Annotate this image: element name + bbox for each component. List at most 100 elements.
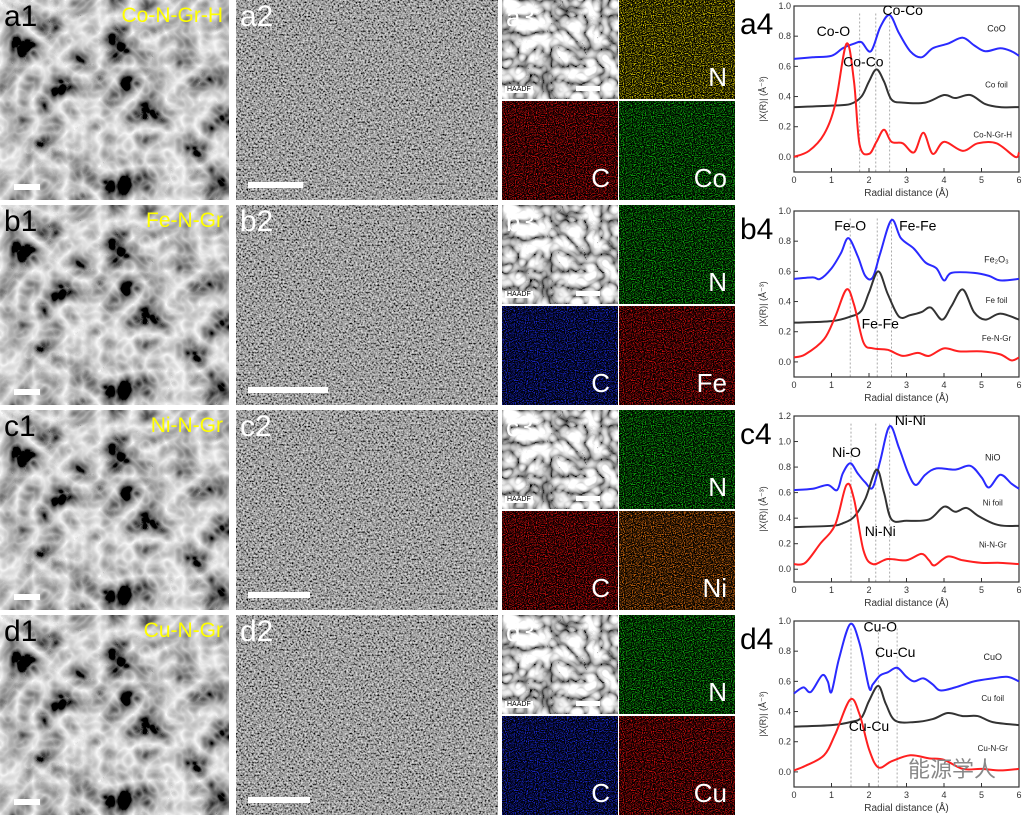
x-tick-label: 4 xyxy=(941,585,946,595)
stem-micrograph xyxy=(236,410,498,610)
series-line-1 xyxy=(793,684,1020,728)
tem-image: a1 Co-N-Gr-H xyxy=(0,0,229,200)
haadf-label: HAADF xyxy=(505,291,533,298)
exafs-plot: d4 0 1 2 3 4 5 6 0.0 0.2 0.4 0.6 0.8 1.0 Radial distan… xyxy=(736,615,1026,818)
x-tick-label: 6 xyxy=(1016,175,1021,185)
x-tick-label: 0 xyxy=(791,380,796,390)
y-tick-label: 0.6 xyxy=(778,266,791,276)
haadf-micrograph xyxy=(502,410,618,509)
element-map xyxy=(619,205,735,304)
y-tick-label: 0.6 xyxy=(778,61,791,71)
y-axis-title: |X(R)| (Å⁻³) xyxy=(758,76,768,121)
element-label: Ni xyxy=(702,573,727,603)
element-map xyxy=(502,101,618,200)
x-tick-label: 2 xyxy=(866,380,871,390)
y-tick-label: 0.2 xyxy=(778,737,791,747)
scale-bar xyxy=(576,701,600,706)
eds-map-c: C xyxy=(502,716,618,815)
y-tick-label: 0.8 xyxy=(778,462,791,472)
peak-annotation: Ni-Ni xyxy=(895,412,926,428)
element-label: N xyxy=(708,677,727,707)
tem-micrograph xyxy=(0,410,229,610)
element-map xyxy=(502,511,618,610)
chart-svg: a4 0 1 2 3 4 5 6 0.0 0.2 0.4 0.6 0.8 1.0 Radial distan… xyxy=(740,1,1022,199)
sample-label: Fe-N-Gr xyxy=(146,209,223,232)
x-tick-label: 1 xyxy=(829,175,834,185)
y-axis-title: |X(R)| (Å⁻³) xyxy=(758,486,768,531)
x-tick-label: 0 xyxy=(791,790,796,800)
panel-label: d2 xyxy=(240,615,274,648)
x-tick-label: 6 xyxy=(1016,790,1021,800)
panel-label: b4 xyxy=(740,213,773,246)
x-tick-label: 5 xyxy=(979,175,984,185)
y-tick-label: 0.0 xyxy=(778,357,791,367)
tem-image: d1 Cu-N-Gr xyxy=(0,615,229,815)
watermark: 能源学人 xyxy=(907,757,996,782)
x-tick-label: 4 xyxy=(941,380,946,390)
chart-svg: d4 0 1 2 3 4 5 6 0.0 0.2 0.4 0.6 0.8 1.0 Radial distan… xyxy=(740,616,1022,814)
haadf-image: b3 HAADF xyxy=(502,205,618,304)
element-label: C xyxy=(591,368,610,398)
y-tick-label: 0.2 xyxy=(778,327,791,337)
panel-label: d1 xyxy=(4,615,38,648)
panel-label: d4 xyxy=(740,623,773,656)
scale-bar xyxy=(576,496,600,501)
panel-label: c1 xyxy=(4,410,36,443)
eds-map-c: C xyxy=(502,101,618,200)
element-label: C xyxy=(591,778,610,808)
x-tick-label: 1 xyxy=(829,380,834,390)
y-tick-label: 1.2 xyxy=(778,411,791,421)
haadf-label: HAADF xyxy=(505,86,533,93)
series-label: CuO xyxy=(983,652,1002,662)
y-tick-label: 0.4 xyxy=(778,707,791,717)
peak-annotation: Ni-O xyxy=(832,444,861,460)
x-tick-label: 0 xyxy=(791,585,796,595)
x-tick-label: 3 xyxy=(904,175,909,185)
eds-map-n: N xyxy=(619,410,735,509)
series-line-0 xyxy=(793,622,1020,695)
y-tick-label: 0.4 xyxy=(778,297,791,307)
peak-annotation: Fe-Fe xyxy=(862,316,900,332)
series-label: Co foil xyxy=(985,80,1008,89)
peak-annotation: Co-Co xyxy=(883,2,924,18)
series-line-1 xyxy=(793,270,1020,324)
x-tick-label: 4 xyxy=(941,175,946,185)
eds-map-n: N xyxy=(619,205,735,304)
y-tick-label: 0.0 xyxy=(778,767,791,777)
series-label: Cu-N-Gr xyxy=(978,744,1009,753)
series-line-0 xyxy=(793,218,1020,282)
eds-map-n: N xyxy=(619,0,735,99)
x-tick-label: 3 xyxy=(904,380,909,390)
peak-annotation: Co-O xyxy=(817,23,851,39)
y-tick-label: 1.0 xyxy=(778,206,791,216)
series-line-2 xyxy=(793,697,1020,772)
scale-bar xyxy=(14,389,40,395)
stem-micrograph xyxy=(236,615,498,815)
y-tick-label: 0.2 xyxy=(778,122,791,132)
x-tick-label: 6 xyxy=(1016,585,1021,595)
x-tick-label: 5 xyxy=(979,585,984,595)
y-tick-label: 0.0 xyxy=(778,564,791,574)
series-line-2 xyxy=(793,482,1020,567)
tem-image: c1 Ni-N-Gr xyxy=(0,410,229,610)
peak-annotation: Cu-Cu xyxy=(875,644,915,660)
element-map xyxy=(502,716,618,815)
y-tick-label: 0.4 xyxy=(778,513,791,523)
element-map xyxy=(619,306,735,405)
panel-label: d3 xyxy=(506,617,535,647)
y-tick-label: 1.0 xyxy=(778,437,791,447)
sample-label: Cu-N-Gr xyxy=(143,619,223,642)
scale-bar xyxy=(14,799,40,805)
series-label: Fe-N-Gr xyxy=(982,334,1012,343)
chart-svg: c4 0 1 2 3 4 5 6 0.0 0.2 0.4 0.6 0.8 1.0 1.2 Radial dis… xyxy=(740,411,1022,609)
eds-map-c: C xyxy=(502,306,618,405)
y-tick-label: 0.6 xyxy=(778,676,791,686)
series-label: Ni foil xyxy=(983,498,1003,507)
haadf-image: a3 HAADF xyxy=(502,0,618,99)
sample-label: Ni-N-Gr xyxy=(150,414,223,437)
y-axis-title: |X(R)| (Å⁻³) xyxy=(758,281,768,326)
series-label: Co-N-Gr-H xyxy=(973,130,1012,139)
element-label: N xyxy=(708,472,727,502)
stem-image: a2 xyxy=(236,0,498,200)
panel-label: c3 xyxy=(506,412,534,442)
